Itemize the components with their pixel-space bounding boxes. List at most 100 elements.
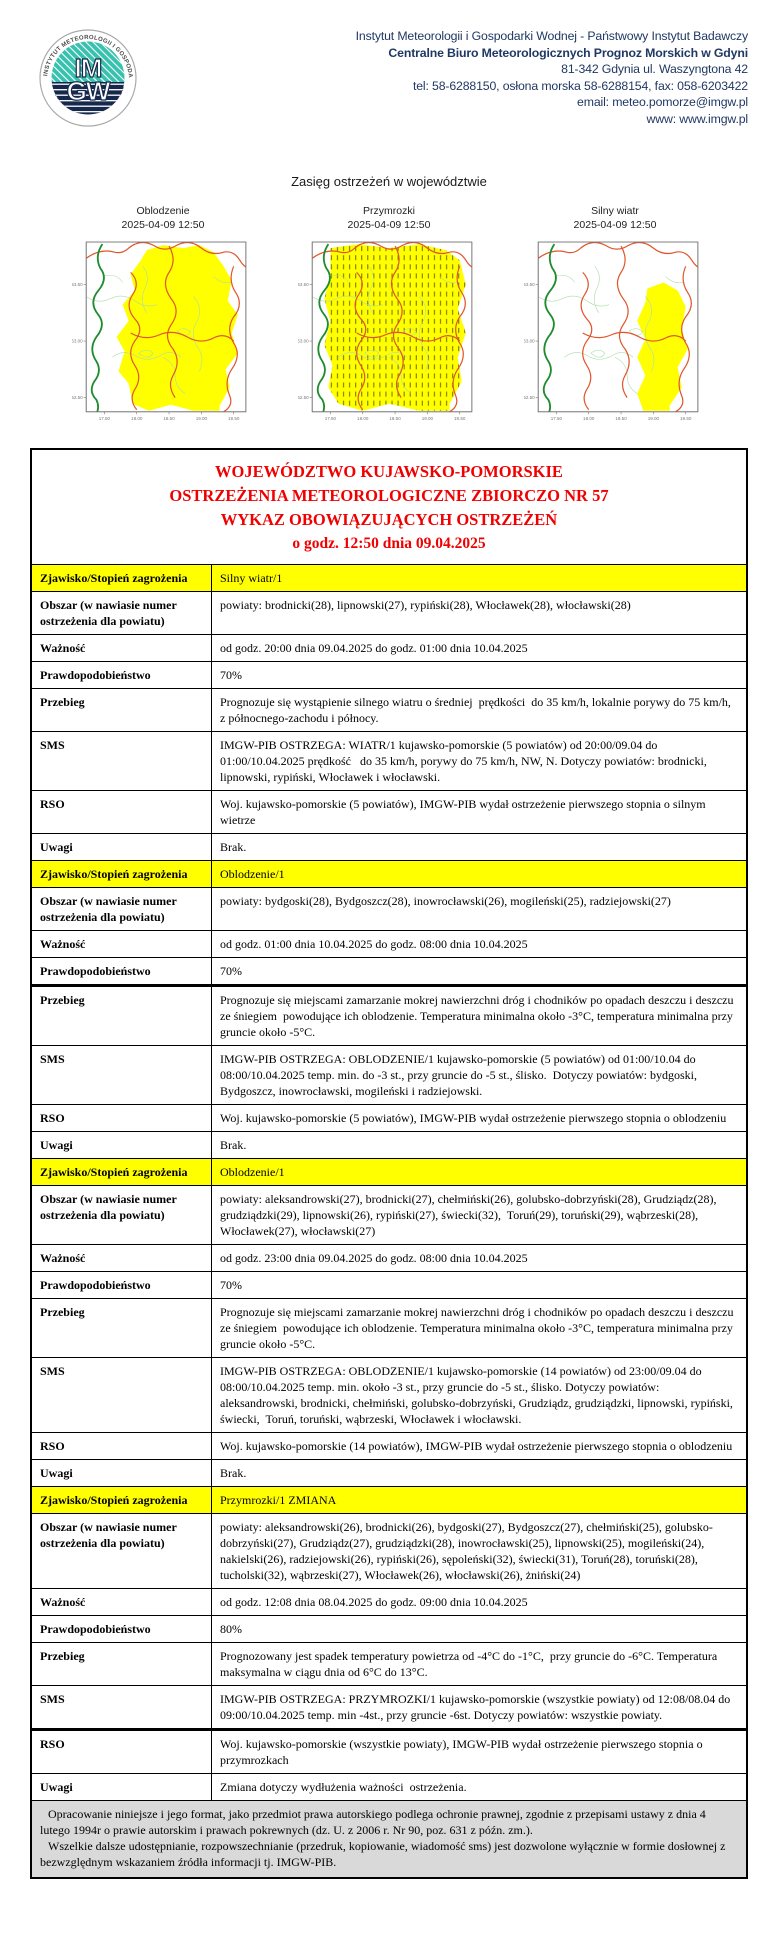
uwagi-value: Brak.	[220, 1138, 247, 1152]
powiat-borders-red	[312, 242, 472, 412]
table-row-sms: SMS IMGW-PIB OSTRZEGA: OBLODZENIE/1 kuja…	[32, 1045, 746, 1104]
axis-ticks	[83, 284, 235, 415]
table-title: WOJEWÓDZTWO KUJAWSKO-POMORSKIE OSTRZEŻEN…	[32, 450, 746, 564]
title-line-time: o godz. 12:50 dnia 09.04.2025	[292, 535, 486, 552]
row-label-obszar: Obszar (w nawiasie numer ostrzeżenia dla…	[32, 592, 212, 634]
table-row-prawdopodobienstwo: Prawdopodobieństwo 80%	[32, 1615, 746, 1642]
przebieg-value: Prognozuje się wystąpienie silnego wiatr…	[220, 695, 734, 725]
row-label-sms: SMS	[32, 732, 212, 790]
row-label-sms: SMS	[32, 1358, 212, 1432]
warning-area-fill	[637, 282, 688, 411]
table-row-przebieg: Przebieg Prognozuje się miejscami zamarz…	[32, 984, 746, 1045]
table-row-obszar: Obszar (w nawiasie numer ostrzeżenia dla…	[32, 887, 746, 930]
uwagi-value: Brak.	[220, 1466, 247, 1480]
table-row-zjawisko: Zjawisko/Stopień zagrożenia Oblodzenie/1	[32, 860, 746, 887]
table-row-waznosc: Ważność od godz. 23:00 dnia 09.04.2025 d…	[32, 1244, 746, 1271]
table-row-rso: RSO Woj. kujawsko-pomorskie (14 powiatów…	[32, 1432, 746, 1459]
svg-text:18.50: 18.50	[389, 416, 401, 421]
svg-text:17.50: 17.50	[99, 416, 111, 421]
warnings-table: WOJEWÓDZTWO KUJAWSKO-POMORSKIE OSTRZEŻEN…	[30, 448, 748, 1879]
table-row-uwagi: Uwagi Brak.	[32, 1131, 746, 1158]
przebieg-value: Prognozuje się miejscami zamarzanie mokr…	[220, 1305, 737, 1351]
sms-value: IMGW-PIB OSTRZEGA: PRZYMROZKI/1 kujawsko…	[220, 1692, 734, 1722]
svg-text:19.00: 19.00	[196, 416, 208, 421]
map-block-przymrozki: Przymrozki 2025-04-09 12:50	[298, 205, 480, 434]
table-row-waznosc: Ważność od godz. 12:08 dnia 08.04.2025 d…	[32, 1588, 746, 1615]
table-row-rso: RSO Woj. kujawsko-pomorskie (5 powiatów)…	[32, 790, 746, 833]
row-label-rso: RSO	[32, 1731, 212, 1773]
svg-text:18.50: 18.50	[163, 416, 175, 421]
table-row-sms: SMS IMGW-PIB OSTRZEGA: OBLODZENIE/1 kuja…	[32, 1357, 746, 1432]
sms-value: IMGW-PIB OSTRZEGA: OBLODZENIE/1 kujawsko…	[220, 1364, 736, 1426]
sms-value: IMGW-PIB OSTRZEGA: OBLODZENIE/1 kujawsko…	[220, 1052, 700, 1098]
rso-value: Woj. kujawsko-pomorskie (5 powiatów), IM…	[220, 797, 709, 827]
svg-text:53.50: 53.50	[72, 282, 83, 287]
table-row-przebieg: Przebieg Prognozowany jest spadek temper…	[32, 1642, 746, 1685]
row-label-uwagi: Uwagi	[32, 1460, 212, 1486]
rso-value: Woj. kujawsko-pomorskie (5 powiatów), IM…	[220, 1111, 727, 1125]
table-row-obszar: Obszar (w nawiasie numer ostrzeżenia dla…	[32, 591, 746, 634]
svg-text:52.50: 52.50	[72, 395, 83, 400]
svg-text:52.50: 52.50	[524, 395, 535, 400]
svg-text:53.50: 53.50	[524, 282, 535, 287]
table-row-prawdopodobienstwo: Prawdopodobieństwo 70%	[32, 957, 746, 984]
prawdopodobienstwo-value: 80%	[220, 1622, 242, 1636]
imgw-logo-svg: INSTYTUT METEOROLOGII I GOSPODARKI WODNE…	[35, 24, 137, 127]
zjawisko-value: Oblodzenie/1	[220, 1165, 285, 1179]
row-label-waznosc: Ważność	[32, 635, 212, 661]
map-title-oblodzenie: Oblodzenie	[136, 205, 190, 217]
row-label-waznosc: Ważność	[32, 1245, 212, 1271]
county-minor-borders	[538, 266, 684, 394]
table-row-uwagi: Uwagi Brak.	[32, 833, 746, 860]
table-row-zjawisko: Zjawisko/Stopień zagrożenia Oblodzenie/1	[32, 1158, 746, 1185]
zjawisko-value: Przymrozki/1 ZMIANA	[220, 1493, 337, 1507]
waznosc-value: od godz. 12:08 dnia 08.04.2025 do godz. …	[220, 1595, 528, 1609]
table-row-sms: SMS IMGW-PIB OSTRZEGA: WIATR/1 kujawsko-…	[32, 731, 746, 790]
row-label-przebieg: Przebieg	[32, 1299, 212, 1357]
prawdopodobienstwo-value: 70%	[220, 1278, 242, 1292]
row-label-uwagi: Uwagi	[32, 834, 212, 860]
obszar-value: powiaty: aleksandrowski(26), brodnicki(2…	[220, 1520, 713, 1582]
svg-text:18.00: 18.00	[583, 416, 595, 421]
svg-text:53.00: 53.00	[524, 339, 535, 344]
row-label-zjawisko: Zjawisko/Stopień zagrożenia	[32, 861, 212, 887]
table-row-obszar: Obszar (w nawiasie numer ostrzeżenia dla…	[32, 1513, 746, 1588]
table-row-przebieg: Przebieg Prognozuje się miejscami zamarz…	[32, 1298, 746, 1357]
row-label-obszar: Obszar (w nawiasie numer ostrzeżenia dla…	[32, 1186, 212, 1244]
map-title-silny-wiatr: Silny wiatr	[591, 205, 639, 217]
row-label-zjawisko: Zjawisko/Stopień zagrożenia	[32, 1159, 212, 1185]
svg-text:19.50: 19.50	[680, 416, 692, 421]
row-label-przebieg: Przebieg	[32, 689, 212, 731]
row-label-sms: SMS	[32, 1686, 212, 1728]
warning-area-fill	[116, 245, 238, 411]
obszar-value: powiaty: bydgoski(28), Bydgoszcz(28), in…	[220, 894, 671, 908]
header-line-address: 81-342 Gdynia ul. Waszyngtona 42	[561, 62, 748, 77]
warning-map-silny-wiatr: 53.50 53.00 52.50 17.50 18.00 18.50 19.0…	[524, 241, 699, 421]
row-label-uwagi: Uwagi	[32, 1132, 212, 1158]
table-row-sms: SMS IMGW-PIB OSTRZEGA: PRZYMROZKI/1 kuja…	[32, 1685, 746, 1728]
table-row-uwagi: Uwagi Zmiana dotyczy wydłużenia ważności…	[32, 1773, 746, 1800]
copyright-footer: Opracowanie niniejsze i jego format, jak…	[32, 1800, 746, 1877]
row-label-obszar: Obszar (w nawiasie numer ostrzeżenia dla…	[32, 1514, 212, 1588]
maps-row: Oblodzenie 2025-04-09 12:50	[0, 205, 778, 434]
map-datetime-oblodzenie: 2025-04-09 12:50	[121, 218, 205, 231]
map-datetime-przymrozki: 2025-04-09 12:50	[347, 218, 431, 231]
row-label-prawdopodobienstwo: Prawdopodobieństwo	[32, 662, 212, 688]
table-row-rso: RSO Woj. kujawsko-pomorskie (5 powiatów)…	[32, 1104, 746, 1131]
header: INSTYTUT METEOROLOGII I GOSPODARKI WODNE…	[0, 0, 778, 128]
voivodeship-border-green	[316, 243, 331, 412]
row-label-sms: SMS	[32, 1046, 212, 1104]
sms-value: IMGW-PIB OSTRZEGA: WIATR/1 kujawsko-pomo…	[220, 738, 710, 784]
header-contact-block: Instytut Meteorologii i Gospodarki Wodne…	[138, 28, 749, 128]
axis-ticks	[309, 284, 461, 415]
axis-labels: 53.50 53.00 52.50 17.50 18.00 18.50 19.0…	[72, 282, 240, 421]
svg-text:18.50: 18.50	[615, 416, 627, 421]
powiat-borders-red	[86, 242, 246, 412]
table-title-row: WOJEWÓDZTWO KUJAWSKO-POMORSKIE OSTRZEŻEN…	[32, 450, 746, 564]
row-label-rso: RSO	[32, 1105, 212, 1131]
row-label-prawdopodobienstwo: Prawdopodobieństwo	[32, 958, 212, 984]
row-label-przebieg: Przebieg	[32, 1643, 212, 1685]
row-label-prawdopodobienstwo: Prawdopodobieństwo	[32, 1272, 212, 1298]
table-row-rso: RSO Woj. kujawsko-pomorskie (wszystkie p…	[32, 1728, 746, 1773]
